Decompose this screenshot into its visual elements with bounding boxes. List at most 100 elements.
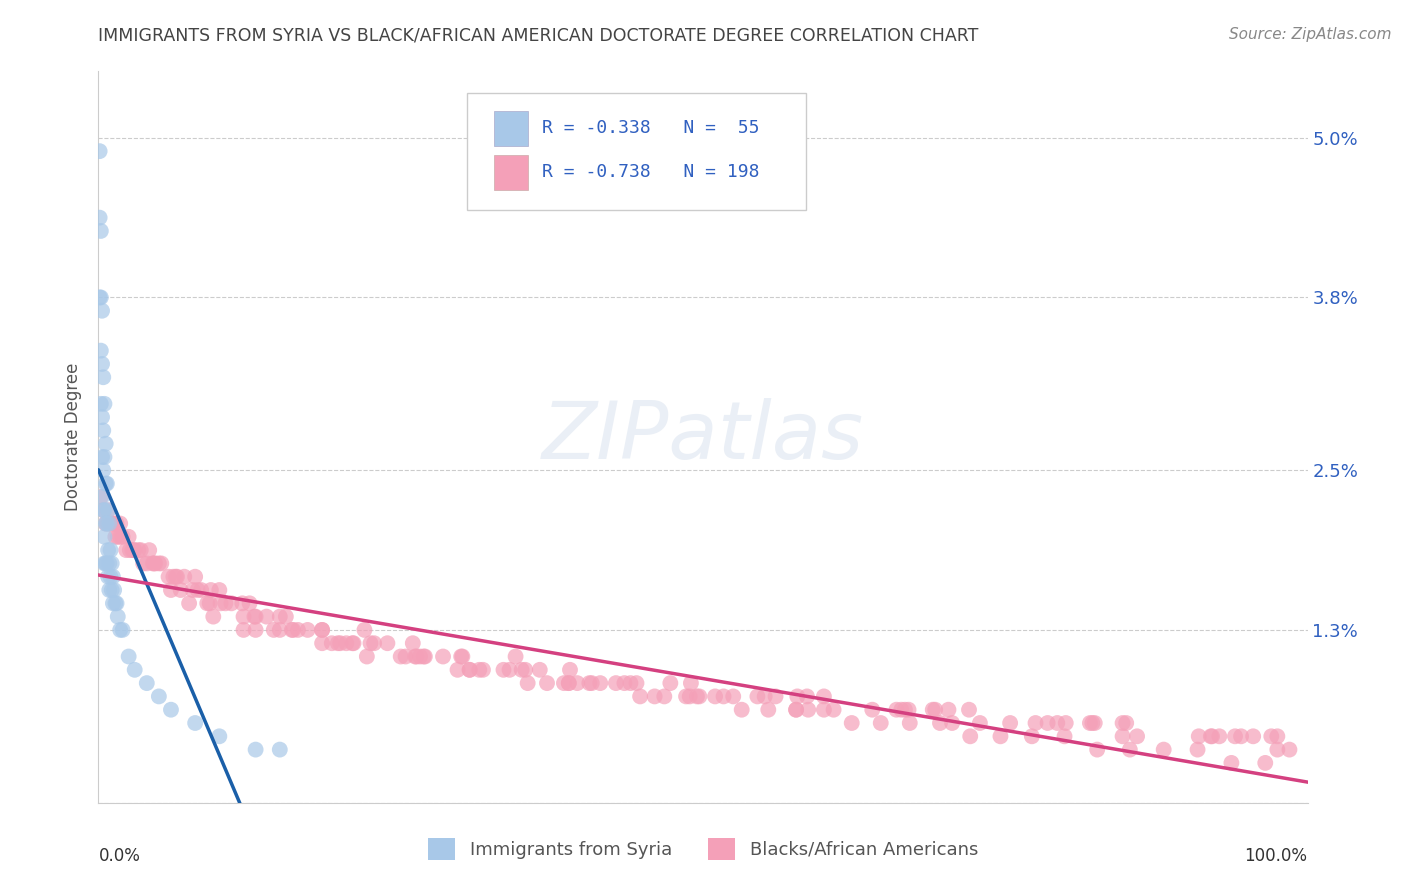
Point [232, 623, 254, 637]
Point [409, 649, 432, 664]
Y-axis label: Doctorate Degree: Doctorate Degree [65, 363, 83, 511]
Point [1053, 729, 1076, 743]
Point [998, 716, 1021, 731]
Point [96, 557, 118, 571]
Point [93, 557, 115, 571]
Point [785, 703, 807, 717]
Point [245, 623, 267, 637]
Point [91, 490, 114, 504]
Point [122, 543, 145, 558]
Point [91, 503, 114, 517]
Point [208, 729, 231, 743]
Point [321, 636, 343, 650]
Point [1199, 729, 1222, 743]
Point [619, 676, 641, 690]
Point [107, 609, 129, 624]
Point [1046, 716, 1069, 731]
Point [1241, 729, 1264, 743]
Point [184, 570, 207, 584]
Point [93, 450, 115, 464]
Point [100, 582, 122, 597]
Point [91, 303, 114, 318]
Point [1223, 729, 1246, 743]
Point [256, 609, 278, 624]
Point [165, 570, 187, 584]
Point [94, 557, 117, 571]
Point [179, 596, 201, 610]
Point [202, 609, 225, 624]
Point [173, 570, 195, 584]
Point [111, 530, 134, 544]
Point [274, 609, 297, 624]
Legend: Immigrants from Syria, Blacks/African Americans: Immigrants from Syria, Blacks/African Am… [420, 830, 986, 867]
Point [187, 582, 209, 597]
Point [104, 596, 127, 610]
Point [959, 729, 981, 743]
Point [841, 716, 863, 731]
Point [124, 543, 146, 558]
Point [659, 676, 682, 690]
Point [335, 636, 357, 650]
Point [115, 543, 138, 558]
Point [166, 570, 188, 584]
Point [813, 703, 835, 717]
Point [90, 490, 112, 504]
Point [138, 543, 160, 558]
Point [209, 596, 232, 610]
Point [1084, 716, 1107, 731]
Point [104, 530, 127, 544]
Point [143, 557, 166, 571]
Point [353, 623, 375, 637]
Text: 0.0%: 0.0% [98, 847, 141, 864]
Point [1111, 716, 1133, 731]
Point [287, 623, 309, 637]
Point [135, 676, 157, 690]
Point [89, 290, 111, 304]
Point [458, 663, 481, 677]
Point [101, 596, 124, 610]
Point [127, 543, 149, 558]
Point [148, 690, 170, 704]
Point [510, 663, 533, 677]
Point [1260, 729, 1282, 743]
Point [894, 703, 917, 717]
Point [404, 649, 426, 664]
Point [105, 596, 128, 610]
Point [91, 450, 114, 464]
Point [389, 649, 412, 664]
Point [713, 690, 735, 704]
FancyBboxPatch shape [494, 154, 527, 190]
Point [929, 716, 952, 731]
Point [1230, 729, 1253, 743]
Point [688, 690, 710, 704]
Point [93, 530, 115, 544]
Point [468, 663, 491, 677]
Point [360, 636, 382, 650]
Point [98, 557, 121, 571]
Point [96, 476, 118, 491]
Point [505, 649, 527, 664]
Point [90, 290, 112, 304]
Point [97, 570, 120, 584]
Point [813, 690, 835, 704]
Point [232, 609, 254, 624]
Point [626, 676, 648, 690]
Point [94, 516, 117, 531]
Point [558, 676, 581, 690]
Point [1201, 729, 1223, 743]
Point [797, 703, 820, 717]
Point [129, 543, 152, 558]
Point [412, 649, 434, 664]
Point [652, 690, 675, 704]
Point [567, 676, 589, 690]
Point [142, 557, 165, 571]
Point [558, 663, 581, 677]
Point [731, 703, 754, 717]
Point [796, 690, 818, 704]
Point [103, 516, 125, 531]
Point [311, 636, 333, 650]
Point [450, 649, 472, 664]
Point [990, 729, 1012, 743]
Point [1220, 756, 1243, 770]
Point [91, 357, 114, 371]
